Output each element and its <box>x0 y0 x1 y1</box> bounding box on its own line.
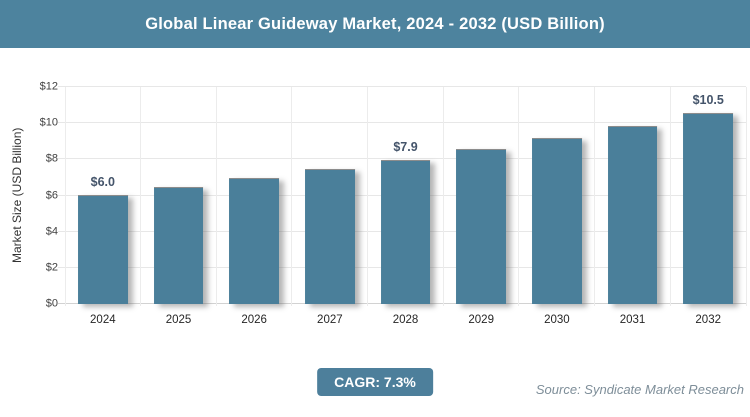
bar-2030 <box>531 138 582 304</box>
bar-2029 <box>456 149 507 304</box>
bar-column-2032: $10.5 <box>670 87 746 304</box>
cagr-badge: CAGR: 7.3% <box>317 368 433 396</box>
bar-2027 <box>304 169 355 304</box>
v-gridline <box>442 87 444 306</box>
bar-value-label-2032: $10.5 <box>692 93 724 108</box>
bar-column-2031 <box>595 87 671 304</box>
bar-column-2028: $7.9 <box>368 87 444 304</box>
v-gridline <box>669 87 671 306</box>
bar-column-2030 <box>519 87 595 304</box>
y-tick-label: $6 <box>45 189 58 201</box>
bar-column-2027 <box>292 87 368 304</box>
v-gridline <box>745 87 747 306</box>
bar-column-2024: $6.0 <box>65 87 141 304</box>
x-tick-label-2025: 2025 <box>165 314 192 326</box>
bar-columns: $6.0 $7.9 $10.5 <box>65 87 746 304</box>
y-tick-label: $4 <box>45 225 58 238</box>
source-text: Source: Syndicate Market Research <box>535 382 744 397</box>
bar-column-2025 <box>141 87 217 304</box>
x-tick-label-2031: 2031 <box>619 314 646 326</box>
y-tick-label: $12 <box>39 80 58 93</box>
v-gridline <box>594 87 596 306</box>
y-axis-labels: $0 $2 $4 $6 $8 $10 $12 <box>0 81 58 309</box>
x-tick-label-2029: 2029 <box>468 314 494 326</box>
bar-2024 <box>77 194 128 304</box>
bar-column-2029 <box>443 87 519 304</box>
h-gridline <box>58 158 746 160</box>
y-tick-label: $0 <box>45 297 58 310</box>
v-gridline <box>367 87 369 306</box>
chart-title-bar: Global Linear Guideway Market, 2024 - 20… <box>0 0 750 48</box>
x-tick-label-2028: 2028 <box>392 314 419 326</box>
page-title: Global Linear Guideway Market, 2024 - 20… <box>145 14 605 33</box>
v-gridline <box>291 87 293 306</box>
x-axis-labels: 2024 2025 2026 2027 2028 2029 2030 2031 2032 <box>65 314 746 326</box>
y-tick-label: $10 <box>39 116 58 129</box>
v-gridline <box>518 87 520 306</box>
bar-column-2026 <box>216 87 292 304</box>
h-gridline <box>58 86 746 87</box>
bar-2025 <box>153 187 204 304</box>
bar-value-label-2028: $7.9 <box>393 140 418 155</box>
x-tick-label-2030: 2030 <box>544 314 570 326</box>
x-tick-label-2027: 2027 <box>317 314 343 326</box>
x-tick-label-2026: 2026 <box>241 314 267 326</box>
v-gridline <box>215 87 217 306</box>
y-tick-label: $2 <box>45 261 58 274</box>
y-tick-label: $8 <box>45 152 58 165</box>
bar-2032 <box>683 113 734 304</box>
bar-2031 <box>607 125 658 304</box>
plot-area: $6.0 $7.9 $10.5 <box>58 86 747 306</box>
v-gridline <box>140 87 142 306</box>
bar-value-label-2024: $6.0 <box>90 174 115 189</box>
v-gridline <box>64 87 66 306</box>
x-tick-label-2024: 2024 <box>90 314 116 326</box>
bar-2026 <box>229 178 280 304</box>
x-tick-label-2032: 2032 <box>695 314 721 326</box>
bar-2028 <box>380 160 431 304</box>
h-gridline <box>58 122 746 124</box>
